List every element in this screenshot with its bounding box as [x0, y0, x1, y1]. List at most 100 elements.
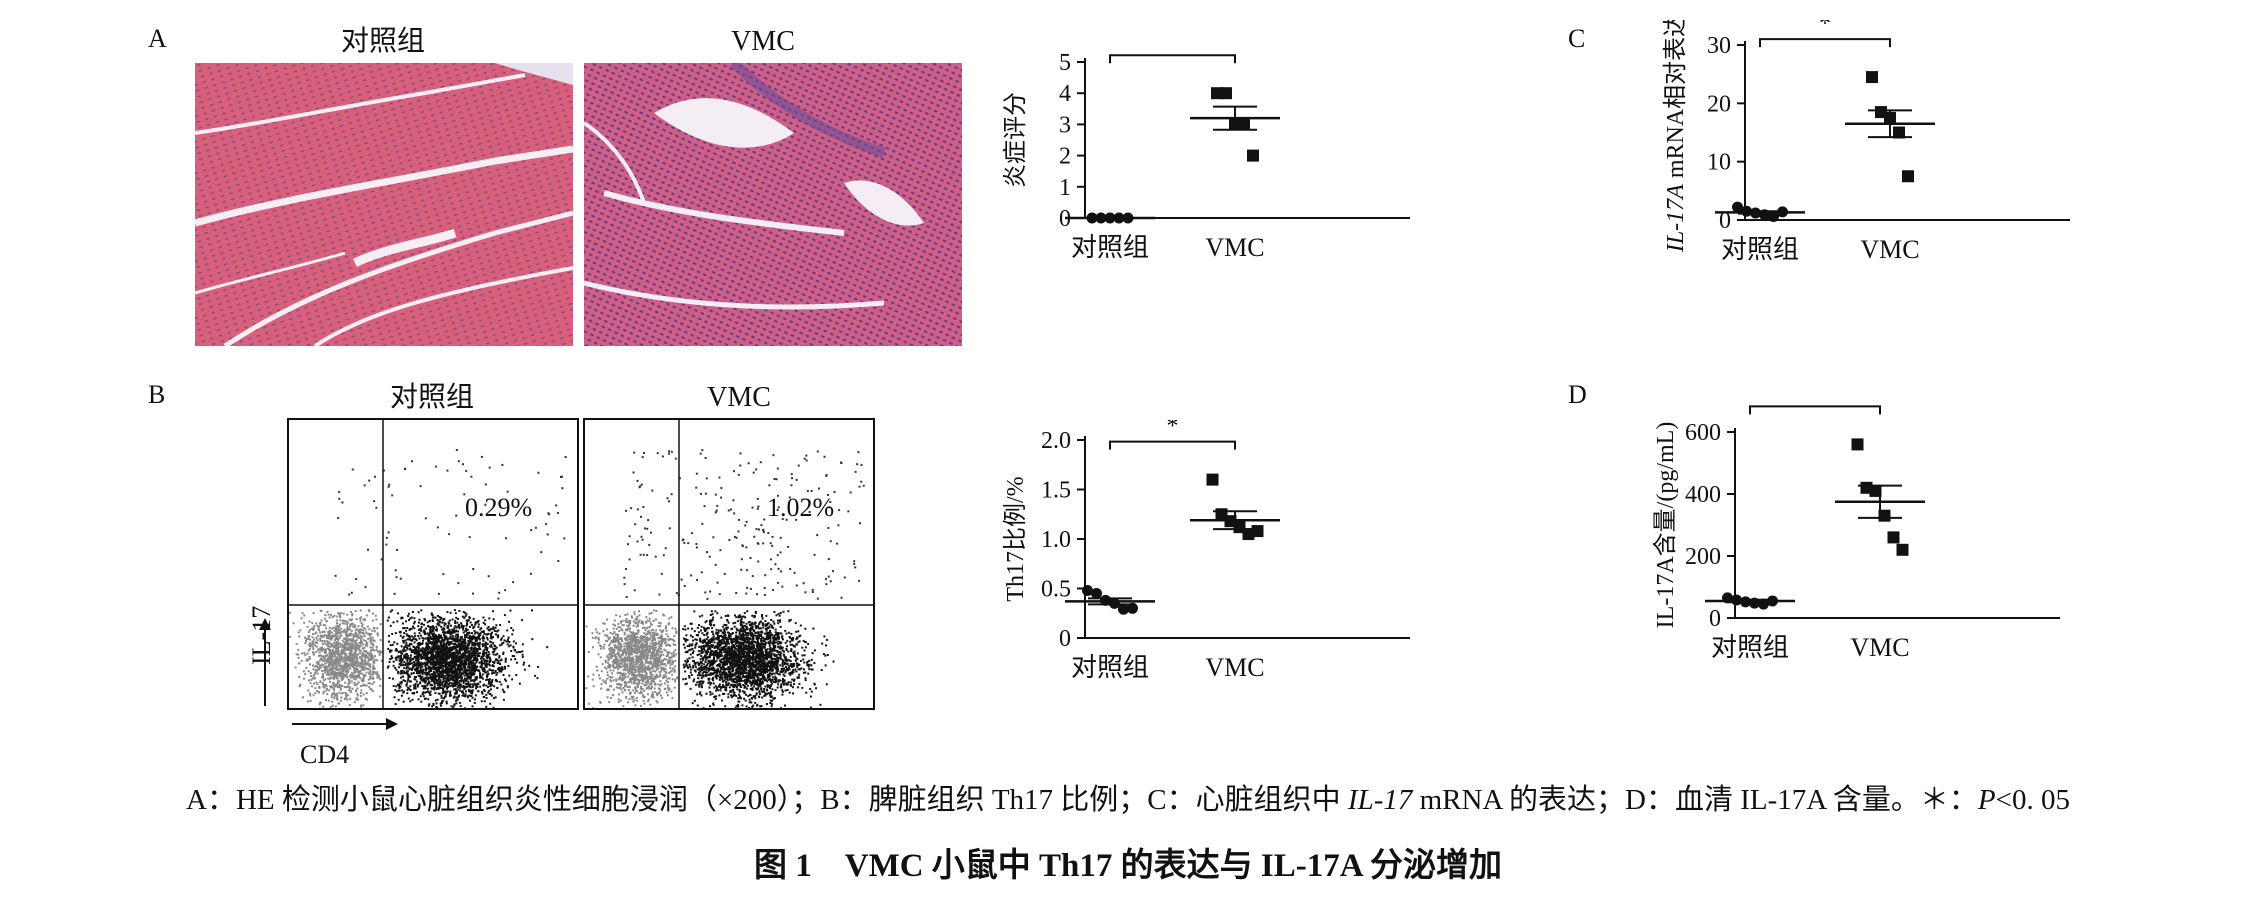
flow-event: [431, 687, 434, 690]
flow-event: [506, 490, 509, 493]
flow-event: [671, 655, 674, 658]
flow-event: [633, 651, 636, 654]
flow-event: [437, 668, 440, 671]
flow-event: [419, 664, 422, 667]
flow-event: [599, 702, 602, 705]
flow-event: [594, 628, 597, 631]
flow-event: [334, 627, 337, 630]
flow-event: [461, 694, 464, 697]
flow-event: [351, 687, 354, 690]
flow-event: [652, 644, 655, 647]
flow-event: [395, 576, 398, 579]
flow-event: [462, 646, 465, 649]
flow-event: [482, 621, 485, 624]
flow-event: [619, 699, 622, 702]
flow-event: [432, 674, 435, 677]
flow-event: [363, 650, 366, 653]
flow-event: [332, 667, 335, 670]
flow-event: [434, 674, 437, 677]
flow-event: [486, 663, 489, 666]
flow-event: [406, 692, 409, 695]
flow-event: [413, 632, 416, 635]
flow-event: [402, 635, 405, 638]
flow-event: [488, 653, 491, 656]
flow-event: [511, 633, 514, 636]
flow-event: [370, 649, 373, 652]
flow-event: [447, 624, 450, 627]
flow-event: [306, 652, 309, 655]
flow-event: [668, 656, 671, 659]
flow-event: [630, 631, 633, 634]
flow-event: [480, 676, 483, 679]
flow-event: [366, 656, 369, 659]
flow-event: [620, 640, 623, 643]
flow-event: [636, 648, 639, 651]
flow-event: [458, 644, 461, 647]
flow-event: [416, 669, 419, 672]
flow-event: [360, 628, 363, 631]
flow-event: [602, 647, 605, 650]
flow-event: [467, 647, 470, 650]
flow-event: [322, 664, 325, 667]
flow-event: [649, 667, 652, 670]
flow-event: [413, 620, 416, 623]
flow-event: [477, 690, 480, 693]
flow-event: [369, 666, 372, 669]
flow-event: [473, 673, 476, 676]
flow-event: [417, 674, 420, 677]
flow-event: [335, 657, 338, 660]
flow-event: [434, 633, 437, 636]
flow-event: [662, 613, 665, 616]
flow-event: [453, 637, 456, 640]
flow-event: [337, 628, 340, 631]
flow-event: [421, 672, 424, 675]
flow-event: [635, 696, 638, 699]
flow-event: [449, 675, 452, 678]
flow-event: [433, 648, 436, 651]
flow-event: [661, 667, 664, 670]
flow-plot-vmc: [583, 418, 875, 710]
flow-event: [327, 647, 330, 650]
flow-event: [470, 669, 473, 672]
flow-event: [410, 643, 413, 646]
flow-event: [400, 670, 403, 673]
flow-event: [332, 664, 335, 667]
flow-event: [618, 656, 621, 659]
flow-event: [484, 659, 487, 662]
flow-event: [308, 655, 311, 658]
flow-event: [406, 654, 409, 657]
flow-event: [635, 638, 638, 641]
flow-event: [431, 663, 434, 666]
flow-event: [508, 645, 511, 648]
flow-event: [443, 624, 446, 627]
flow-event: [333, 614, 336, 617]
flow-event: [615, 614, 618, 617]
flow-event: [441, 639, 444, 642]
flow-event: [521, 650, 524, 653]
flow-event: [343, 669, 346, 672]
flow-event: [430, 675, 433, 678]
flow-event: [342, 629, 345, 632]
flow-event: [386, 619, 389, 622]
flow-event: [365, 631, 368, 634]
flow-event: [431, 648, 434, 651]
flow-event: [422, 677, 425, 680]
flow-event: [483, 667, 486, 670]
flow-event: [611, 672, 614, 675]
flow-event: [358, 629, 361, 632]
flow-event: [429, 656, 432, 659]
flow-event: [609, 652, 612, 655]
flow-event: [422, 630, 425, 633]
flow-event: [397, 698, 400, 701]
flow-event: [355, 684, 358, 687]
flow-event: [348, 628, 351, 631]
flow-event: [428, 657, 431, 660]
flow-event: [472, 617, 475, 620]
flow-event: [455, 673, 458, 676]
flow-event: [660, 635, 663, 638]
flow-event: [451, 649, 454, 652]
flow-event: [667, 622, 670, 625]
flow-event: [624, 639, 627, 642]
flow-event: [591, 636, 594, 639]
flow-event: [323, 669, 326, 672]
